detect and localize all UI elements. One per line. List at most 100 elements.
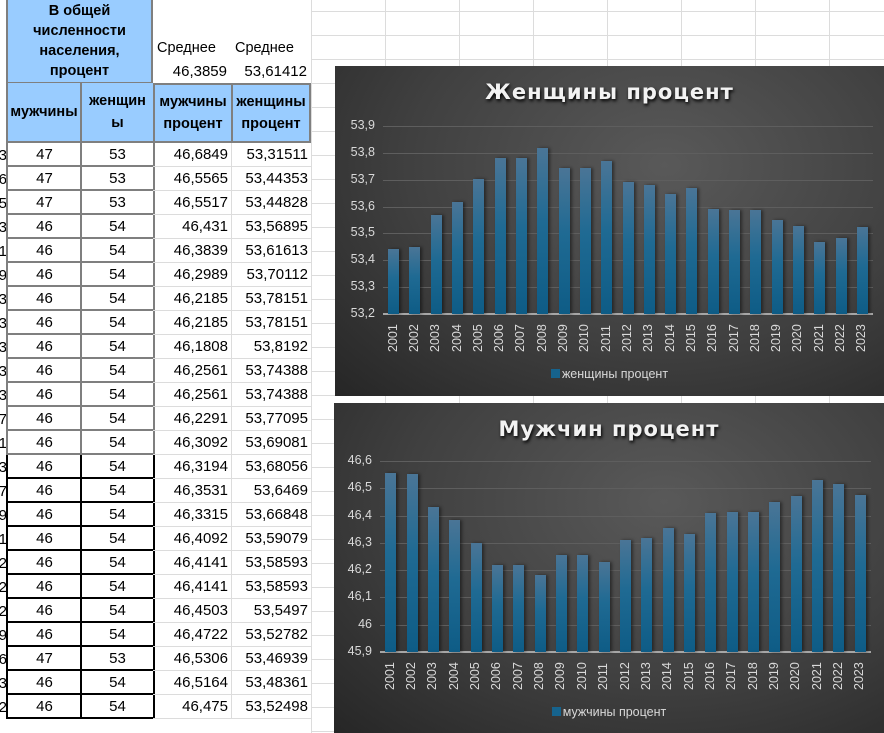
men-cell[interactable]: 46 — [6, 263, 81, 287]
men-cell[interactable]: 47 — [6, 167, 81, 191]
bar-2015[interactable] — [686, 188, 698, 314]
men-percent-cell[interactable]: 46,5164 — [153, 671, 231, 695]
men-percent-cell[interactable]: 46,3839 — [153, 239, 231, 263]
bar-2005[interactable] — [470, 543, 482, 652]
men-percent-cell[interactable]: 46,3194 — [153, 455, 231, 479]
women-percent-cell[interactable]: 53,69081 — [231, 431, 311, 455]
bar-2018[interactable] — [750, 210, 762, 314]
women-percent-cell[interactable]: 53,58593 — [231, 551, 311, 575]
women-cell[interactable]: 54 — [80, 359, 155, 383]
women-cell[interactable]: 53 — [80, 647, 155, 671]
men-cell[interactable]: 46 — [6, 335, 81, 359]
women-percent-cell[interactable]: 53,31511 — [231, 143, 311, 167]
men-cell[interactable]: 46 — [6, 551, 81, 575]
bar-2014[interactable] — [665, 193, 677, 314]
women-cell[interactable]: 54 — [80, 215, 155, 239]
women-percent-cell[interactable]: 53,44828 — [231, 191, 311, 215]
bar-2007[interactable] — [515, 157, 527, 314]
clipped-cell[interactable]: 2 — [0, 602, 7, 620]
men-cell[interactable]: 46 — [6, 503, 81, 527]
men-cell[interactable]: 46 — [6, 407, 81, 431]
bar-2016[interactable] — [707, 209, 719, 314]
women-cell[interactable]: 54 — [80, 383, 155, 407]
bar-2023[interactable] — [856, 226, 868, 314]
bar-2007[interactable] — [513, 565, 525, 652]
men-cell[interactable]: 46 — [6, 599, 81, 623]
merged-header-cell[interactable]: В общей численности населения, процент — [6, 0, 153, 84]
men-cell[interactable]: 47 — [6, 647, 81, 671]
men-percent-chart[interactable]: Мужчин процент мужчины процент 45,9 46 46,… — [334, 403, 884, 733]
men-cell[interactable]: 47 — [6, 191, 81, 215]
women-percent-cell[interactable]: 53,8192 — [231, 335, 311, 359]
men-cell[interactable]: 46 — [6, 287, 81, 311]
average-value-women[interactable]: 53,61412 — [231, 60, 311, 84]
women-cell[interactable]: 54 — [80, 599, 155, 623]
men-percent-cell[interactable]: 46,2291 — [153, 407, 231, 431]
bar-2003[interactable] — [430, 214, 442, 314]
bar-2004[interactable] — [449, 519, 461, 652]
women-cell[interactable]: 54 — [80, 671, 155, 695]
women-percent-cell[interactable]: 53,66848 — [231, 503, 311, 527]
women-cell[interactable]: 54 — [80, 575, 155, 599]
bar-2011[interactable] — [598, 562, 610, 652]
men-cell[interactable]: 46 — [6, 239, 81, 263]
women-percent-cell[interactable]: 53,78151 — [231, 311, 311, 335]
women-cell[interactable]: 54 — [80, 695, 155, 719]
bar-2006[interactable] — [494, 157, 506, 314]
col-header-men[interactable]: мужчины — [6, 83, 82, 143]
clipped-cell[interactable]: 3 — [0, 146, 7, 164]
men-cell[interactable]: 46 — [6, 575, 81, 599]
men-percent-cell[interactable]: 46,6849 — [153, 143, 231, 167]
men-percent-cell[interactable]: 46,3531 — [153, 479, 231, 503]
men-percent-cell[interactable]: 46,2561 — [153, 383, 231, 407]
bar-2020[interactable] — [792, 225, 804, 314]
men-cell[interactable]: 47 — [6, 143, 81, 167]
clipped-cell[interactable]: 6 — [0, 650, 7, 668]
women-percent-cell[interactable]: 53,52782 — [231, 623, 311, 647]
bar-2009[interactable] — [558, 167, 570, 314]
clipped-cell[interactable]: 3 — [0, 290, 7, 308]
women-percent-cell[interactable]: 53,56895 — [231, 215, 311, 239]
men-percent-cell[interactable]: 46,2185 — [153, 287, 231, 311]
clipped-cell[interactable]: 2 — [0, 698, 7, 716]
average-label-women[interactable]: Среднее — [231, 36, 311, 60]
clipped-cell[interactable]: 9 — [0, 626, 7, 644]
clipped-cell[interactable]: 3 — [0, 338, 7, 356]
clipped-cell[interactable]: 2 — [0, 554, 7, 572]
men-percent-cell[interactable]: 46,5517 — [153, 191, 231, 215]
bar-2020[interactable] — [790, 495, 802, 652]
bar-2022[interactable] — [835, 237, 847, 314]
men-cell[interactable]: 46 — [6, 215, 81, 239]
average-value-men[interactable]: 46,3859 — [153, 60, 231, 84]
women-percent-cell[interactable]: 53,52498 — [231, 695, 311, 719]
clipped-cell[interactable]: 6 — [0, 170, 7, 188]
men-cell[interactable]: 46 — [6, 527, 81, 551]
bar-2016[interactable] — [705, 513, 717, 652]
bar-2012[interactable] — [622, 182, 634, 314]
men-percent-cell[interactable]: 46,5306 — [153, 647, 231, 671]
col-header-women-percent[interactable]: женщины процент — [231, 83, 311, 143]
average-label-men[interactable]: Среднее — [153, 36, 231, 60]
bar-2003[interactable] — [427, 507, 439, 652]
clipped-cell[interactable]: 9 — [0, 266, 7, 284]
clipped-cell[interactable]: 3 — [0, 362, 7, 380]
clipped-cell[interactable]: 1 — [0, 530, 7, 548]
women-percent-cell[interactable]: 53,44353 — [231, 167, 311, 191]
bar-2008[interactable] — [534, 575, 546, 652]
men-cell[interactable]: 46 — [6, 359, 81, 383]
women-cell[interactable]: 54 — [80, 455, 155, 479]
bar-2009[interactable] — [555, 554, 567, 652]
men-cell[interactable]: 46 — [6, 479, 81, 503]
bar-2008[interactable] — [537, 147, 549, 314]
bar-2013[interactable] — [643, 184, 655, 314]
men-percent-cell[interactable]: 46,3315 — [153, 503, 231, 527]
bar-2019[interactable] — [769, 501, 781, 652]
men-percent-cell[interactable]: 46,431 — [153, 215, 231, 239]
col-header-men-percent[interactable]: мужчины процент — [153, 83, 233, 143]
women-cell[interactable]: 54 — [80, 287, 155, 311]
women-cell[interactable]: 54 — [80, 239, 155, 263]
clipped-cell[interactable]: 2 — [0, 578, 7, 596]
women-percent-cell[interactable]: 53,5497 — [231, 599, 311, 623]
women-percent-cell[interactable]: 53,6469 — [231, 479, 311, 503]
bar-2001[interactable] — [385, 472, 397, 652]
